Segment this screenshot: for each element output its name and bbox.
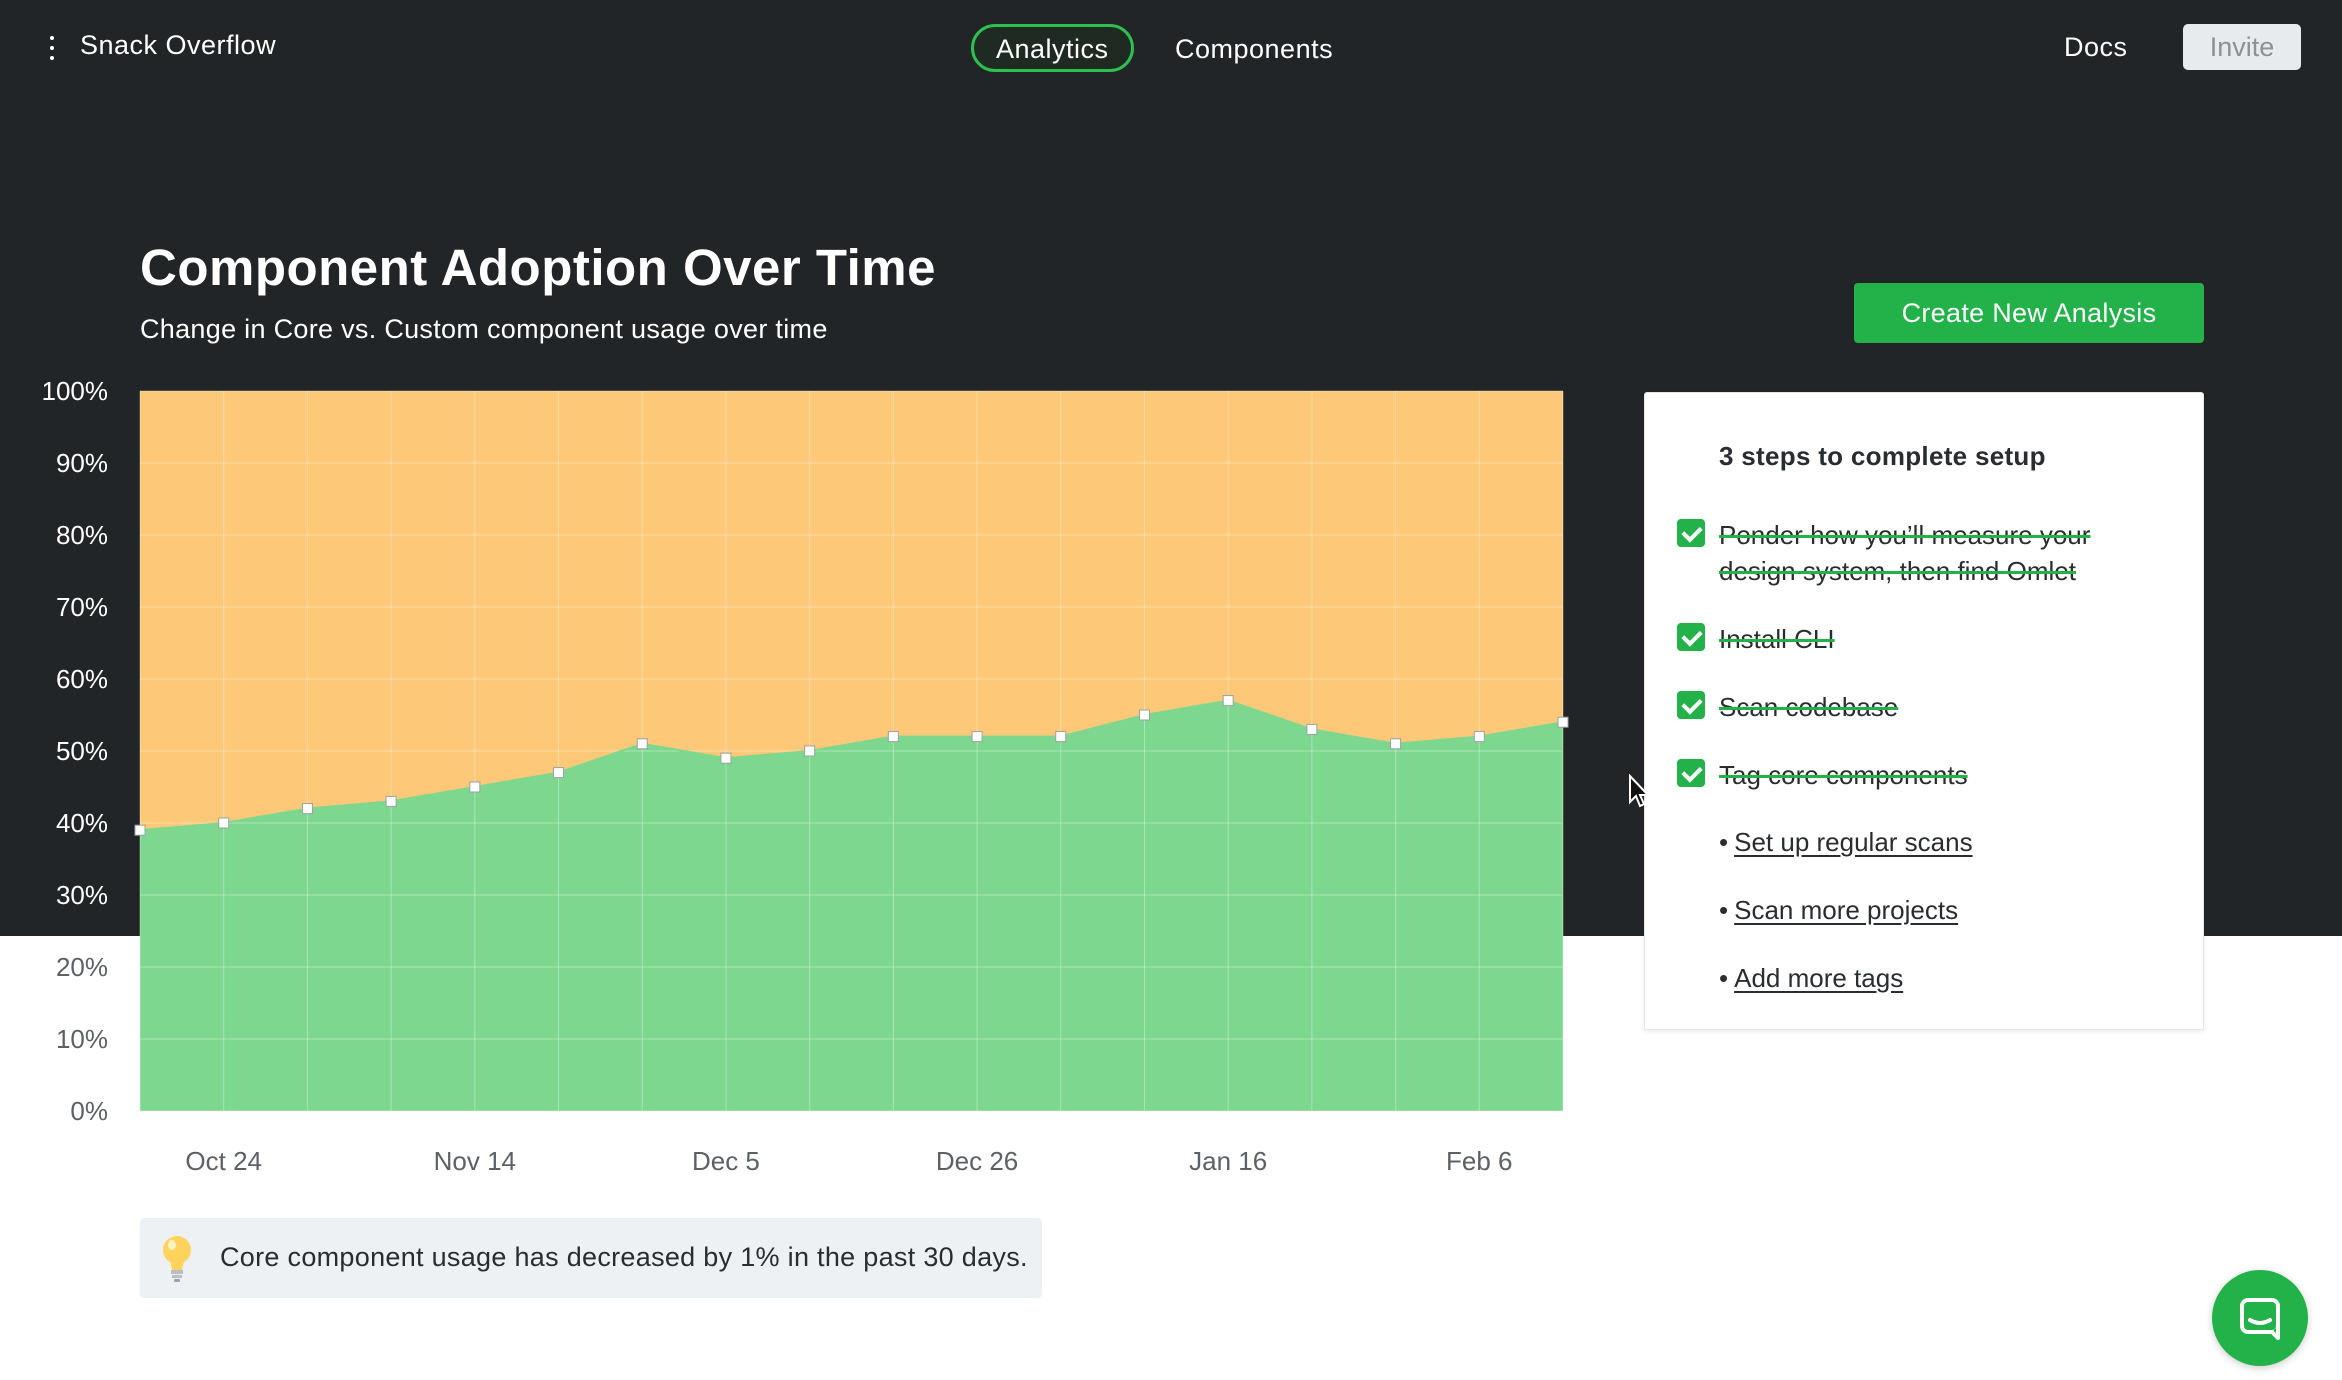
- data-point: [1473, 731, 1485, 743]
- y-tick-label: 70%: [56, 592, 108, 622]
- docs-link[interactable]: Docs: [2064, 32, 2128, 62]
- list-item: • Scan more projects: [1719, 895, 1959, 925]
- checkbox-checked-icon[interactable]: [1677, 623, 1705, 651]
- x-tick-label: Dec 26: [936, 1146, 1018, 1176]
- x-tick-label: Nov 14: [434, 1146, 516, 1176]
- create-new-analysis-button[interactable]: Create New Analysis: [1854, 283, 2204, 343]
- data-point: [134, 824, 146, 836]
- set-up-regular-scans-link[interactable]: Set up regular scans: [1734, 827, 1973, 857]
- data-point: [1055, 731, 1067, 743]
- data-point: [1557, 716, 1569, 728]
- chat-bubble-icon: [2240, 1298, 2280, 1340]
- x-tick-label: Oct 24: [185, 1146, 262, 1176]
- y-tick-label: 60%: [56, 664, 108, 694]
- invite-button[interactable]: Invite: [2183, 24, 2301, 70]
- insight-text: Core component usage has decreased by 1%…: [220, 1242, 1028, 1272]
- list-item: • Add more tags: [1719, 963, 1904, 993]
- scan-more-projects-link[interactable]: Scan more projects: [1734, 895, 1959, 925]
- workspace-name[interactable]: Snack Overflow: [80, 30, 277, 60]
- y-tick-label: 10%: [56, 1024, 108, 1054]
- data-point: [1222, 695, 1234, 707]
- chat-launcher-button[interactable]: [2212, 1270, 2308, 1366]
- checklist-step[interactable]: Scan codebase: [1677, 689, 2177, 725]
- page-title: Component Adoption Over Time: [140, 239, 937, 296]
- checkbox-checked-icon[interactable]: [1677, 519, 1705, 547]
- step-label: Scan codebase: [1719, 692, 1899, 722]
- checkbox-checked-icon[interactable]: [1677, 759, 1705, 787]
- y-tick-label: 30%: [56, 880, 108, 910]
- data-point: [301, 803, 313, 815]
- step-label: Tag core components: [1719, 760, 1968, 790]
- y-tick-label: 40%: [56, 808, 108, 838]
- page-subtitle: Change in Core vs. Custom component usag…: [140, 314, 828, 344]
- list-item: • Set up regular scans: [1719, 827, 1973, 857]
- tab-analytics[interactable]: Analytics: [971, 24, 1134, 72]
- step-label: Ponder how you’ll measure your design sy…: [1719, 520, 2091, 586]
- data-point: [804, 745, 816, 757]
- core-series-line: [139, 699, 1564, 832]
- adoption-area-chart: 0% 10% 20% 30% 40% 50% 60% 70% 80% 90% 100% Oct 24 N…: [42, 376, 1569, 1176]
- checklist-step[interactable]: Install CLI: [1677, 621, 2177, 657]
- data-point: [1390, 738, 1402, 750]
- checkbox-checked-icon[interactable]: [1677, 691, 1705, 719]
- checklist-step[interactable]: Ponder how you’ll measure your design sy…: [1677, 517, 2177, 589]
- data-point: [1306, 723, 1318, 735]
- x-tick-label: Jan 16: [1189, 1146, 1267, 1176]
- top-navigation: Snack Overflow Analytics Components Docs…: [0, 0, 2342, 96]
- y-tick-label: 90%: [56, 448, 108, 478]
- y-tick-label: 100%: [42, 376, 109, 406]
- y-tick-label: 80%: [56, 520, 108, 550]
- data-point: [1138, 709, 1150, 721]
- kebab-menu-icon[interactable]: [46, 36, 58, 60]
- setup-checklist-card: 3 steps to complete setup Ponder how you…: [1644, 392, 2204, 1030]
- x-tick-label: Dec 5: [692, 1146, 760, 1176]
- data-point: [636, 738, 648, 750]
- y-tick-label: 0%: [70, 1096, 108, 1126]
- tab-components[interactable]: Components: [1175, 34, 1334, 64]
- x-tick-label: Feb 6: [1446, 1146, 1513, 1176]
- add-more-tags-link[interactable]: Add more tags: [1734, 963, 1904, 993]
- data-point: [218, 817, 230, 829]
- step-label: Install CLI: [1719, 624, 1835, 654]
- checklist-step[interactable]: Tag core components: [1677, 757, 2177, 793]
- mouse-cursor-icon: [1629, 774, 1651, 808]
- lightbulb-icon: [163, 1236, 191, 1282]
- data-point: [971, 731, 983, 743]
- data-point: [385, 795, 397, 807]
- core-usage-area: [140, 700, 1563, 1111]
- insight-banner: Core component usage has decreased by 1%…: [140, 1218, 1042, 1298]
- data-point: [720, 752, 732, 764]
- y-tick-label: 20%: [56, 952, 108, 982]
- data-point: [469, 781, 481, 793]
- y-tick-label: 50%: [56, 736, 108, 766]
- data-point: [887, 731, 899, 743]
- checklist-title: 3 steps to complete setup: [1719, 441, 2046, 471]
- data-point: [553, 767, 565, 779]
